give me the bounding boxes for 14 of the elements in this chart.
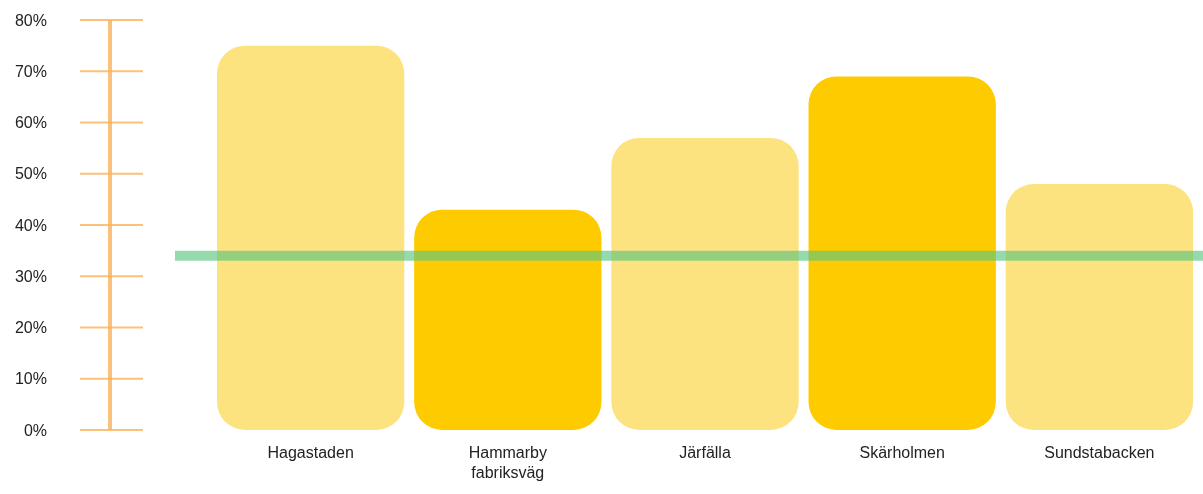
y-tick-label: 10% <box>14 370 47 388</box>
x-tick-label: Järfälla <box>679 444 731 461</box>
y-tick-label: 0% <box>23 421 47 439</box>
y-tick-label: 80% <box>14 11 47 29</box>
x-tick-label: Hammarby fabriksväg <box>468 444 547 481</box>
y-tick-label: 50% <box>14 165 47 183</box>
y-tick-label: 40% <box>14 216 47 234</box>
y-tick-label: 70% <box>14 62 47 80</box>
y-tick-label: 60% <box>14 114 47 132</box>
x-tick-label: Skärholmen <box>859 444 945 461</box>
x-tick-label: Sundstabacken <box>1044 444 1155 461</box>
x-tick-label: Hagastaden <box>267 444 354 461</box>
y-tick-label: 30% <box>14 267 47 285</box>
y-tick-label: 20% <box>14 319 47 337</box>
